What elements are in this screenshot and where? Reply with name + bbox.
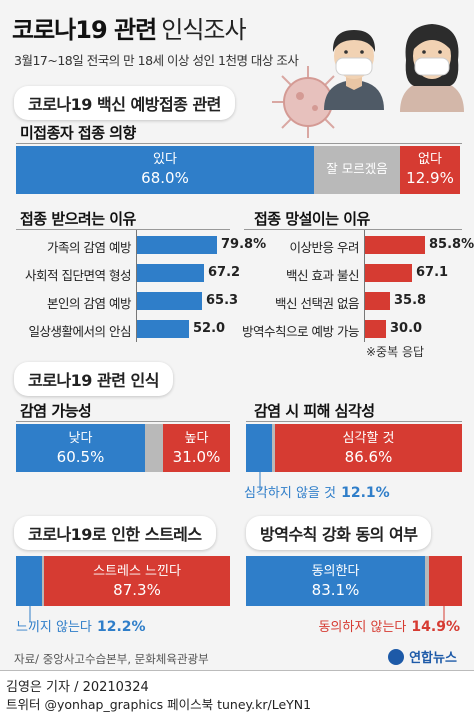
note: ※중복 응답 <box>366 345 425 359</box>
stress-callout-label: 느끼지 않는다 <box>16 620 92 635</box>
infection-segment-unknown <box>145 424 163 472</box>
bar-value: 79.8% <box>221 237 267 252</box>
title-light: 인식조사 <box>161 16 246 44</box>
bar <box>365 292 390 310</box>
woman-with-mask-icon <box>400 24 464 112</box>
bar <box>137 320 189 338</box>
divider <box>0 670 474 671</box>
intent-yes-label: 있다 <box>153 152 177 167</box>
page-title: 코로나19 관련 인식조사 <box>12 10 247 45</box>
social: 트위터 @yonhap_graphics 페이스북 tuney.kr/LeYN1 <box>6 697 312 712</box>
bar <box>137 236 217 254</box>
section-label-quarantine: 방역수칙 강화 동의 여부 <box>246 516 432 550</box>
severity-callout-label: 심각하지 않을 것 <box>244 486 336 501</box>
source: 자료/ 중앙사고수습본부, 문화체육관광부 <box>14 652 209 666</box>
bar-label: 일상생활에서의 안심 <box>28 324 132 339</box>
quarantine-agree-label: 동의한다 <box>311 564 360 579</box>
divider <box>16 421 230 422</box>
bar-label: 방역수칙으로 예방 가능 <box>242 324 359 339</box>
bar-label: 사회적 집단면역 형성 <box>25 268 131 283</box>
infection-low-value: 60.5% <box>56 448 105 466</box>
intent-title: 미접종자 접종 의향 <box>20 124 136 142</box>
stress-yes-value: 87.3% <box>113 581 161 599</box>
bar-label: 가족의 감염 예방 <box>47 240 131 255</box>
bar-value: 67.1 <box>416 265 449 280</box>
bar-value: 30.0 <box>390 321 423 336</box>
severity-callout: 심각하지 않을 것 12.1% <box>244 482 390 501</box>
stress-yes-label: 스트레스 느낀다 <box>93 564 181 579</box>
stress-segment-no <box>16 556 42 606</box>
man-with-mask-icon <box>324 30 384 110</box>
bar-value: 67.2 <box>208 265 241 280</box>
quarantine-segment-agree: 동의한다 83.1% <box>246 556 425 606</box>
axis-line <box>136 230 137 342</box>
infection-segment-low: 낮다 60.5% <box>16 424 145 472</box>
section-label-perception: 코로나19 관련 인식 <box>14 362 173 396</box>
footer-band <box>0 671 474 715</box>
severity-serious-value: 86.6% <box>344 448 393 466</box>
quarantine-callout-label: 동의하지 않는다 <box>318 620 407 635</box>
severity-segment-unknown <box>272 424 275 472</box>
quarantine-segment-disagree <box>429 556 462 606</box>
severity-segment-not-serious <box>246 424 272 472</box>
stress-callout: 느끼지 않는다 12.2% <box>16 616 146 635</box>
divider <box>16 229 230 230</box>
logo-icon <box>388 648 404 665</box>
bar-value: 65.3 <box>206 293 239 308</box>
intent-segment-yes: 있다 68.0% <box>16 146 314 194</box>
intent-segment-no: 없다 12.9% <box>400 146 460 194</box>
section-label-vaccine: 코로나19 백신 예방접종 관련 <box>14 86 235 120</box>
callout-line <box>29 606 31 622</box>
infection-high-value: 31.0% <box>172 448 221 466</box>
intent-no-label: 없다 <box>418 152 442 167</box>
callout-line <box>443 606 445 622</box>
bar <box>137 292 202 310</box>
callout-line <box>259 472 261 490</box>
severity-segment-serious: 심각할 것 86.6% <box>275 424 462 472</box>
bar <box>365 320 386 338</box>
severity-callout-value: 12.1% <box>341 485 390 501</box>
intent-segment-unsure: 잘 모르겠음 <box>314 146 400 194</box>
quarantine-callout: 동의하지 않는다 14.9% <box>318 616 460 635</box>
bar-label: 백신 선택권 없음 <box>275 296 359 311</box>
logo-text: 연합뉴스 <box>409 651 457 666</box>
bar-value: 35.8 <box>394 293 427 308</box>
reporter: 김영은 기자 / 20210324 <box>6 680 149 695</box>
severity-serious-label: 심각할 것 <box>342 431 395 446</box>
severity-title: 감염 시 피해 심각성 <box>254 402 375 420</box>
section-label-stress: 코로나19로 인한 스트레스 <box>14 516 216 550</box>
bar <box>365 264 412 282</box>
infection-title: 감염 가능성 <box>20 402 92 420</box>
bar-value: 52.0 <box>193 321 226 336</box>
intent-yes-value: 68.0% <box>141 169 189 187</box>
stress-segment-unknown <box>42 556 44 606</box>
divider <box>16 143 462 144</box>
infection-high-label: 높다 <box>184 431 209 446</box>
reasons-yes-title: 접종 받으려는 이유 <box>20 210 136 228</box>
quarantine-segment-unknown <box>425 556 429 606</box>
bar-label: 본인의 감염 예방 <box>47 296 131 311</box>
infection-low-label: 낮다 <box>68 431 93 446</box>
divider <box>246 421 462 422</box>
stress-callout-value: 12.2% <box>97 619 146 635</box>
subtitle: 3월17~18일 전국의 만 18세 이상 성인 1천명 대상 조사 <box>14 53 299 68</box>
bar <box>137 264 204 282</box>
bar-label: 백신 효과 불신 <box>286 268 359 283</box>
axis-line <box>364 230 365 342</box>
reasons-no-title: 접종 망설이는 이유 <box>254 210 370 228</box>
intent-no-value: 12.9% <box>406 169 454 187</box>
logo: 연합뉴스 <box>388 646 457 666</box>
divider <box>244 229 462 230</box>
infection-segment-high: 높다 31.0% <box>163 424 230 472</box>
title-bold: 코로나19 관련 <box>12 16 157 44</box>
bar-value: 85.8% <box>429 237 474 252</box>
intent-unsure-label: 잘 모르겠음 <box>326 161 388 176</box>
quarantine-callout-value: 14.9% <box>411 619 460 635</box>
stress-segment-yes: 스트레스 느낀다 87.3% <box>44 556 230 606</box>
bar <box>365 236 425 254</box>
quarantine-agree-value: 83.1% <box>311 581 360 599</box>
bar-label: 이상반응 우려 <box>289 240 360 255</box>
